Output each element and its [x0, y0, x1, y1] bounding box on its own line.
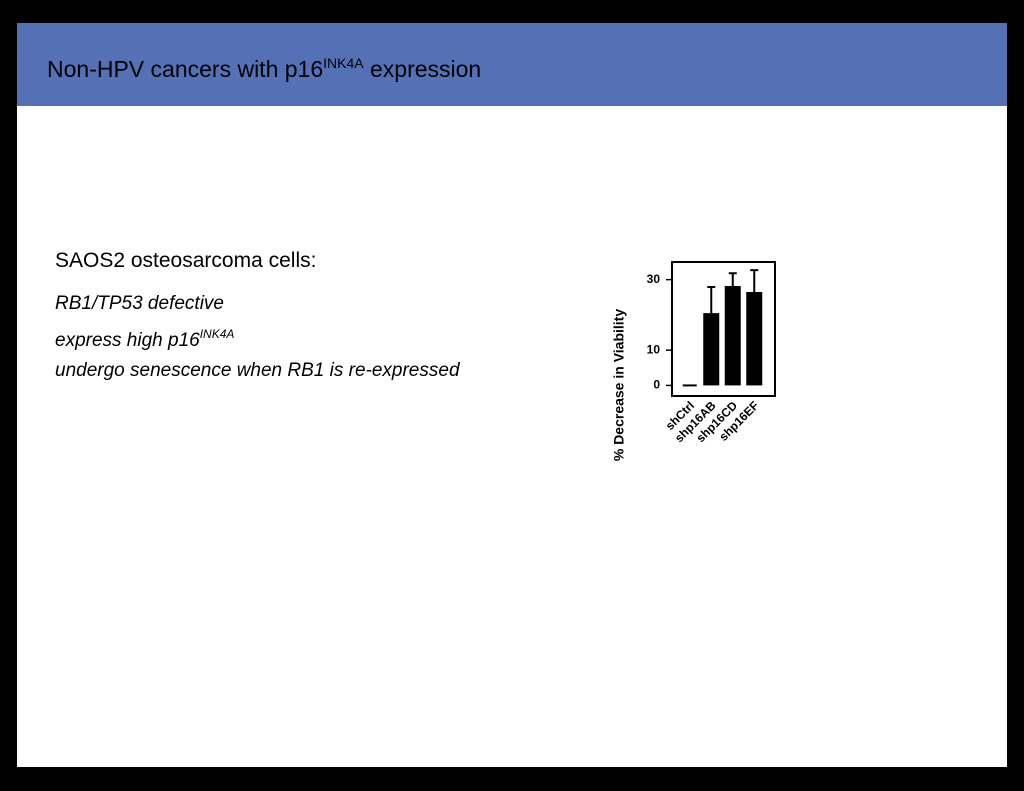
- lines: RB1/TP53 defective express high p16INK4A…: [55, 289, 460, 386]
- line: express high p16INK4A: [55, 319, 460, 356]
- error-bar: [750, 269, 759, 292]
- y-tick-label: 0: [653, 378, 660, 392]
- line: RB1/TP53 defective: [55, 289, 460, 319]
- title-sup: INK4A: [323, 55, 364, 71]
- y-axis-label: % Decrease in Viability: [611, 309, 627, 461]
- line: undergo senescence when RB1 is re-expres…: [55, 356, 460, 386]
- title: Non-HPV cancers with p16INK4A expression: [47, 55, 481, 83]
- plot-frame: [671, 261, 776, 397]
- header: Non-HPV cancers with p16INK4A expression: [17, 23, 1007, 106]
- error-bar: [707, 286, 716, 314]
- y-tick-label: 10: [647, 342, 661, 356]
- heading: SAOS2 osteosarcoma cells:: [55, 249, 317, 272]
- bar: [703, 313, 720, 386]
- slide: Non-HPV cancers with p16INK4A expression…: [17, 23, 1007, 767]
- line-text: express high p16: [55, 330, 200, 351]
- bar: [746, 291, 763, 386]
- title-tail: expression: [369, 56, 482, 82]
- bar: [724, 285, 741, 386]
- line-text: RB1/TP53 defective: [55, 293, 224, 314]
- y-tick-label: 30: [647, 272, 661, 286]
- title-text: Non-HPV cancers with p16: [47, 56, 324, 82]
- error-bar: [728, 272, 737, 286]
- line-text: undergo senescence when RB1 is re-expres…: [55, 360, 460, 381]
- line-sup: INK4A: [199, 327, 235, 341]
